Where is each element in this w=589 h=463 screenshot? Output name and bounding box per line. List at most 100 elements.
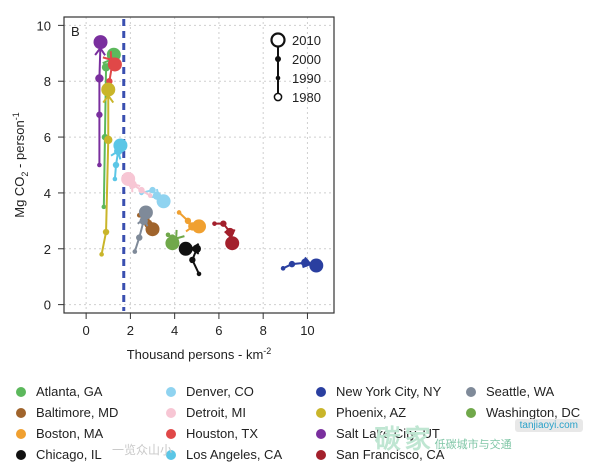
series-point bbox=[95, 74, 104, 83]
panel-label: B bbox=[71, 24, 80, 39]
series-point bbox=[225, 227, 235, 237]
series-point bbox=[149, 186, 156, 194]
y-tick-label: 8 bbox=[44, 74, 51, 89]
legend-swatch bbox=[466, 387, 476, 397]
legend-swatch bbox=[166, 408, 176, 418]
series-point bbox=[132, 249, 138, 254]
series-point bbox=[107, 57, 122, 72]
legend-swatch bbox=[316, 429, 326, 439]
series-point bbox=[138, 186, 145, 194]
series-point bbox=[112, 161, 120, 169]
series-point bbox=[97, 162, 102, 168]
year-legend-marker bbox=[273, 92, 283, 102]
year-legend-label: 1980 bbox=[292, 90, 321, 105]
series-point bbox=[112, 176, 118, 182]
legend-item: Chicago, IL bbox=[16, 447, 102, 463]
year-legend-label: 2000 bbox=[292, 52, 321, 67]
legend-label: Seattle, WA bbox=[486, 384, 555, 399]
legend-swatch bbox=[16, 429, 26, 439]
legend-item: Washington, DC bbox=[466, 405, 580, 421]
legend-item: Houston, TX bbox=[166, 426, 258, 442]
legend-label: Atlanta, GA bbox=[36, 384, 103, 399]
x-tick-label: 0 bbox=[83, 323, 90, 338]
legend-swatch bbox=[466, 408, 476, 418]
legend-item: Baltimore, MD bbox=[16, 405, 118, 421]
series-point bbox=[104, 135, 113, 145]
legend-swatch bbox=[16, 408, 26, 418]
legend-swatch bbox=[166, 450, 176, 460]
legend-label: Houston, TX bbox=[186, 426, 259, 441]
series-point bbox=[196, 271, 202, 277]
legend-item: Los Angeles, CA bbox=[166, 447, 282, 463]
series-point bbox=[99, 252, 104, 257]
legend-label: Detroit, MI bbox=[186, 405, 246, 420]
watermark-left: 一览众山小 bbox=[112, 443, 173, 457]
y-tick-label: 4 bbox=[44, 186, 51, 201]
watermark-big-2: 家 bbox=[404, 424, 431, 454]
series-point bbox=[136, 234, 143, 241]
year-legend-label: 1990 bbox=[292, 71, 321, 86]
watermark-badge: tanjiaoyi.com bbox=[514, 419, 583, 432]
series-point bbox=[192, 244, 201, 253]
y-tick-label: 10 bbox=[37, 18, 51, 33]
legend-label: Washington, DC bbox=[486, 405, 581, 420]
x-tick-label: 6 bbox=[215, 323, 222, 338]
y-tick-label: 6 bbox=[44, 130, 51, 145]
legend-label: San Francisco, CA bbox=[336, 447, 445, 462]
legend-label: Salt Lake City, UT bbox=[336, 426, 440, 441]
legend-swatch bbox=[316, 387, 326, 397]
watermark: 碳家低碳城市与交通tanjiaoyi.com bbox=[375, 419, 583, 456]
legend-label: New York City, NY bbox=[336, 384, 442, 399]
year-legend-marker bbox=[275, 56, 281, 62]
legend-item: Seattle, WA bbox=[466, 384, 554, 400]
legend-swatch bbox=[166, 429, 176, 439]
series-point bbox=[220, 220, 227, 227]
year-legend-marker bbox=[270, 32, 286, 48]
x-tick-label: 8 bbox=[260, 323, 267, 338]
series-point bbox=[156, 194, 171, 209]
legend-item: Salt Lake City, UT bbox=[316, 426, 440, 442]
legend-label: Chicago, IL bbox=[36, 447, 102, 462]
watermark-big-1: 碳 bbox=[374, 424, 401, 454]
city-legend: Atlanta, GA Baltimore, MD Boston, MA Chicag… bbox=[0, 376, 589, 463]
series-point bbox=[102, 228, 110, 236]
series-point bbox=[165, 236, 180, 251]
legend-item: Boston, MA bbox=[16, 426, 103, 442]
series-point bbox=[189, 256, 196, 264]
series-point bbox=[178, 241, 193, 256]
series-line bbox=[100, 89, 110, 255]
legend-item: Denver, CO bbox=[166, 384, 254, 400]
series-point bbox=[113, 138, 128, 153]
y-axis-label: Mg CO2 - person-1 bbox=[11, 112, 30, 218]
series-point bbox=[145, 222, 160, 237]
legend-label: Baltimore, MD bbox=[36, 405, 119, 420]
legend-label: Los Angeles, CA bbox=[186, 447, 283, 462]
series-point bbox=[212, 221, 217, 226]
legend-item: San Francisco, CA bbox=[316, 447, 444, 463]
legend-swatch bbox=[316, 408, 326, 418]
watermark-small: 低碳城市与交通 bbox=[434, 439, 512, 451]
series-point bbox=[148, 193, 153, 199]
legend-label: Boston, MA bbox=[36, 426, 104, 441]
legend-swatch bbox=[16, 450, 26, 460]
year-legend-label: 2010 bbox=[292, 33, 321, 48]
series-point bbox=[101, 204, 107, 210]
legend-item: Phoenix, AZ bbox=[316, 405, 406, 421]
legend-swatch bbox=[166, 387, 176, 397]
legend-label: Phoenix, AZ bbox=[336, 405, 407, 420]
x-axis-label: Thousand persons - km-2 bbox=[127, 346, 272, 362]
series-point bbox=[138, 205, 153, 220]
chart: 0 2 4 6 8 10 0 2 4 6 8 10 Thousand persons - km-2 Mg … bbox=[11, 16, 335, 362]
series-point bbox=[101, 82, 116, 97]
series-point bbox=[225, 236, 240, 251]
series-point bbox=[121, 171, 136, 186]
series-point bbox=[309, 258, 324, 273]
legend-item: New York City, NY bbox=[316, 384, 441, 400]
series-arrow bbox=[175, 229, 185, 240]
year-legend-marker bbox=[275, 75, 281, 81]
legend-item: Atlanta, GA bbox=[16, 384, 102, 400]
series-point bbox=[165, 232, 171, 238]
x-tick-label: 4 bbox=[171, 323, 178, 338]
y-tick-label: 0 bbox=[44, 298, 51, 313]
legend-label: Denver, CO bbox=[186, 384, 254, 399]
